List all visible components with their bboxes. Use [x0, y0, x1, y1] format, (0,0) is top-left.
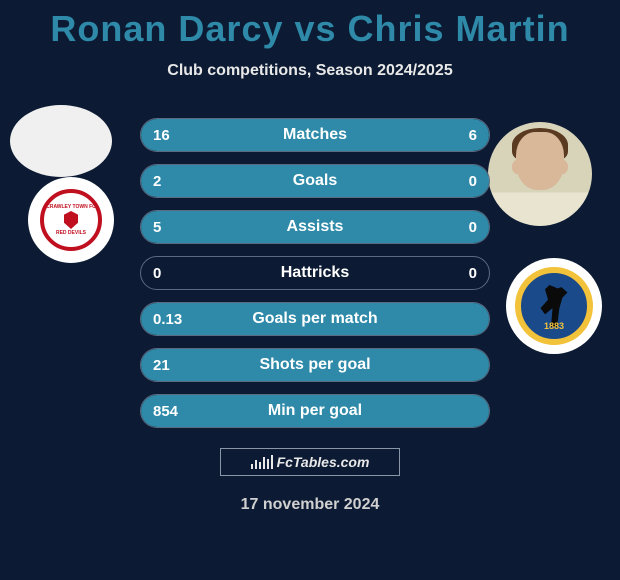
stat-label: Hattricks: [281, 264, 349, 282]
club-right-badge-inner: 1883: [515, 267, 593, 345]
club-left-top-text: CRAWLEY TOWN FC: [46, 204, 96, 210]
head-shape: [516, 132, 564, 190]
stat-value-left: 2: [153, 173, 161, 190]
bars-icon: [251, 455, 273, 469]
comparison-date: 17 november 2024: [0, 496, 620, 514]
footer-brand[interactable]: FcTables.com: [220, 448, 400, 476]
stat-value-left: 854: [153, 403, 178, 420]
footer-brand-text: FcTables.com: [277, 454, 370, 470]
stat-label: Shots per goal: [259, 356, 370, 374]
shield-icon: [64, 211, 78, 229]
stat-value-left: 0: [153, 265, 161, 282]
stat-label: Goals per match: [252, 310, 377, 328]
player-right-avatar: [488, 122, 592, 226]
stat-value-left: 16: [153, 127, 170, 144]
comparison-title: Ronan Darcy vs Chris Martin: [0, 0, 620, 50]
stat-label: Matches: [283, 126, 347, 144]
stat-value-right: 0: [469, 265, 477, 282]
club-right-badge: 1883: [506, 258, 602, 354]
stat-row: 0 0 Hattricks: [140, 256, 490, 290]
stat-row: 854 Min per goal: [140, 394, 490, 428]
stat-value-left: 21: [153, 357, 170, 374]
stat-label: Assists: [287, 218, 344, 236]
stat-rows-container: 16 6 Matches 2 0 Goals 5 0 Assists 0 0 Hattricks 0.1…: [140, 118, 490, 440]
club-right-year: 1883: [544, 321, 564, 331]
comparison-subtitle: Club competitions, Season 2024/2025: [0, 62, 620, 80]
club-left-badge-inner: CRAWLEY TOWN FC RED DEVILS: [40, 189, 102, 251]
stat-row: 5 0 Assists: [140, 210, 490, 244]
club-left-badge: CRAWLEY TOWN FC RED DEVILS: [28, 177, 114, 263]
ear-left-shape: [512, 160, 522, 174]
stat-row: 16 6 Matches: [140, 118, 490, 152]
stat-label: Min per goal: [268, 402, 362, 420]
stat-fill-left: [141, 119, 392, 151]
stat-value-right: 0: [469, 219, 477, 236]
club-left-bottom-text: RED DEVILS: [56, 230, 86, 236]
stat-value-left: 5: [153, 219, 161, 236]
stat-value-right: 0: [469, 173, 477, 190]
stat-row: 21 Shots per goal: [140, 348, 490, 382]
stat-value-left: 0.13: [153, 311, 182, 328]
stat-row: 0.13 Goals per match: [140, 302, 490, 336]
stat-label: Goals: [293, 172, 337, 190]
stat-row: 2 0 Goals: [140, 164, 490, 198]
player-left-avatar: [10, 105, 112, 177]
stat-value-right: 6: [469, 127, 477, 144]
ear-right-shape: [558, 160, 568, 174]
